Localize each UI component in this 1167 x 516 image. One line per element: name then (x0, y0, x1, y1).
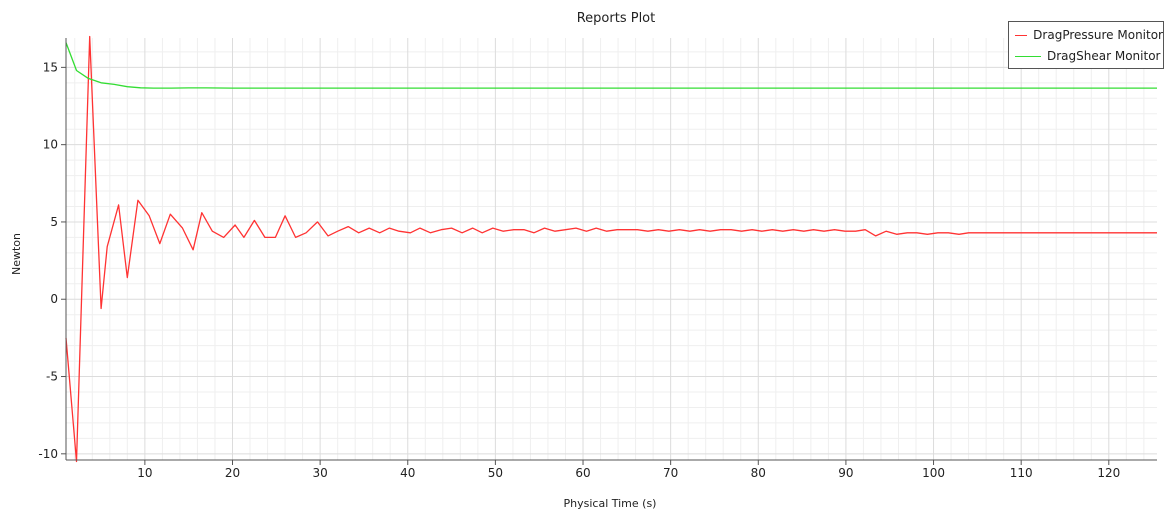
x-tick-label: 40 (400, 466, 415, 480)
legend-label-dragpressure: DragPressure Monitor (1033, 28, 1163, 42)
x-tick-label: 30 (312, 466, 327, 480)
x-tick-label: 60 (575, 466, 590, 480)
major-grid (66, 38, 1157, 460)
dragshear-series-line (65, 42, 1157, 89)
y-tick-label: -10 (38, 447, 58, 461)
x-tick-label: 70 (663, 466, 678, 480)
tick-labels: 10 20 30 40 50 60 70 80 90 100 110 120 -10 -5 0 5 10 15 (38, 60, 1120, 480)
chart-title: Reports Plot (577, 11, 656, 26)
y-tick-label: 15 (43, 60, 58, 74)
x-tick-label: 50 (488, 466, 503, 480)
y-tick-label: 10 (43, 138, 58, 152)
minor-grid (66, 38, 1157, 460)
x-tick-label: 100 (922, 466, 945, 480)
dragpressure-series-line (65, 35, 1157, 463)
y-tick-label: -5 (46, 370, 58, 384)
x-tick-label: 10 (137, 466, 152, 480)
legend-item-dragpressure: DragPressure Monitor (1009, 25, 1163, 45)
x-tick-label: 90 (838, 466, 853, 480)
x-tick-label: 80 (751, 466, 766, 480)
y-tick-label: 5 (50, 215, 58, 229)
x-tick-label: 20 (225, 466, 240, 480)
x-tick-label: 120 (1097, 466, 1120, 480)
series-layer (65, 35, 1157, 463)
legend-swatch-dragpressure (1015, 34, 1028, 36)
y-tick-label: 0 (50, 292, 58, 306)
axes (61, 38, 1157, 465)
y-axis-label: Newton (10, 233, 23, 275)
legend-label-dragshear: DragShear Monitor (1047, 49, 1161, 63)
legend-item-dragshear: DragShear Monitor (1009, 46, 1163, 66)
x-axis-label: Physical Time (s) (564, 497, 657, 510)
legend-swatch-dragshear (1015, 55, 1041, 57)
legend: DragPressure Monitor DragShear Monitor (1008, 21, 1164, 69)
x-tick-label: 110 (1010, 466, 1033, 480)
